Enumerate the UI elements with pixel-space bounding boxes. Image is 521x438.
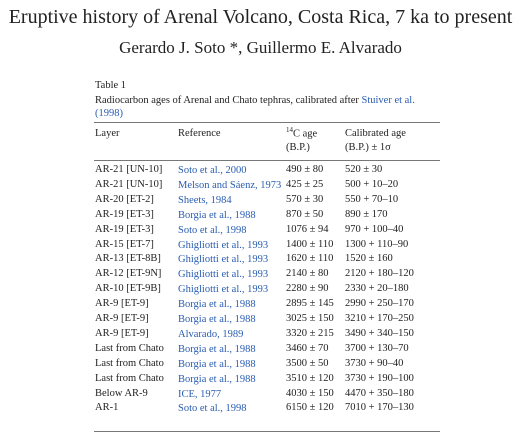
cell-c14-age: 6150 ± 120	[286, 402, 334, 414]
cell-calibrated-age: 2330 + 20–180	[345, 283, 409, 295]
cell-calibrated-age: 3730 + 90–40	[345, 357, 404, 369]
caption-text: Radiocarbon ages of Arenal and Chato tep…	[95, 95, 362, 106]
cell-reference[interactable]: Borgia et al., 1988	[178, 314, 256, 325]
cell-c14-age: 490 ± 80	[286, 164, 324, 175]
header-calibrated: Calibrated age	[345, 128, 406, 139]
header-reference: Reference	[178, 128, 221, 139]
cell-calibrated-age: 1520 ± 160	[345, 253, 393, 265]
rule	[94, 431, 440, 432]
cell-calibrated-age: 890 ± 170	[345, 208, 388, 220]
cell-calibrated-age: 4470 + 350–180	[345, 387, 414, 399]
cell-calibrated-age: 2990 + 250–170	[345, 298, 414, 310]
cell-layer: AR-10 [ET-9B]	[95, 283, 161, 295]
cell-calibrated-age: 1300 + 110–90	[345, 238, 409, 250]
cell-reference[interactable]: Ghigliotti et al., 1993	[178, 284, 269, 296]
cell-layer: AR-9 [ET-9]	[95, 313, 149, 324]
authors: Gerardo J. Soto *, Guillermo E. Alvarado	[119, 38, 402, 57]
cell-c14-age: 3460 ± 70	[286, 342, 329, 354]
header-c14-sup: 14	[286, 126, 293, 134]
cell-c14-age: 570 ± 30	[286, 193, 324, 205]
cell-layer: AR-13 [ET-8B]	[95, 253, 161, 265]
cell-calibrated-age: 3210 + 170–250	[345, 313, 414, 324]
header-calibrated-unit: (B.P.) ± 1σ	[345, 142, 391, 153]
cell-reference[interactable]: Ghigliotti et al., 1993	[178, 269, 269, 281]
header-c14-unit: (B.P.)	[286, 142, 310, 153]
cell-reference[interactable]: Alvarado, 1989	[178, 328, 244, 340]
cell-calibrated-age: 500 + 10–20	[345, 178, 399, 190]
cell-reference[interactable]: Borgia et al., 1988	[178, 343, 256, 355]
cell-calibrated-age: 970 + 100–40	[345, 223, 404, 235]
cell-reference[interactable]: Melson and Sáenz, 1973	[178, 179, 282, 191]
cell-reference[interactable]: Sheets, 1984	[178, 194, 232, 206]
cell-c14-age: 2140 ± 80	[286, 268, 329, 280]
cell-layer: Last from Chato	[95, 357, 164, 369]
cell-c14-age: 1076 ± 94	[286, 223, 329, 235]
cell-layer: AR-1	[95, 402, 119, 414]
rule	[94, 122, 440, 123]
cell-layer: AR-21 [UN-10]	[95, 164, 163, 175]
table-label: Table 1	[95, 80, 127, 91]
rule	[94, 160, 440, 161]
cell-calibrated-age: 3700 + 130–70	[345, 342, 409, 354]
cell-c14-age: 870 ± 50	[286, 208, 324, 220]
cell-calibrated-age: 2120 + 180–120	[345, 268, 414, 280]
cell-c14-age: 3025 ± 150	[286, 313, 334, 324]
cell-calibrated-age: 3730 + 190–100	[345, 372, 414, 384]
cell-c14-age: 425 ± 25	[286, 178, 324, 190]
cell-reference[interactable]: Borgia et al., 1988	[178, 358, 256, 370]
cell-reference[interactable]: Ghigliotti et al., 1993	[178, 254, 269, 266]
cell-c14-age: 1400 ± 110	[286, 238, 334, 250]
cell-c14-age: 3510 ± 120	[286, 372, 334, 384]
cell-reference[interactable]: Soto et al., 1998	[178, 224, 247, 236]
cell-reference[interactable]: Borgia et al., 1988	[178, 209, 256, 221]
cell-c14-age: 3500 ± 50	[286, 357, 329, 369]
cell-layer: Below AR-9	[95, 387, 148, 399]
cell-layer: AR-9 [ET-9]	[95, 298, 149, 310]
cell-layer: AR-19 [ET-3]	[95, 208, 154, 220]
cell-layer: AR-20 [ET-2]	[95, 193, 154, 205]
cell-layer: AR-15 [ET-7]	[95, 238, 154, 250]
cell-layer: AR-9 [ET-9]	[95, 327, 149, 339]
cell-layer: AR-12 [ET-9N]	[95, 268, 162, 280]
cell-reference[interactable]: Soto et al., 2000	[178, 165, 247, 176]
cell-calibrated-age: 3490 + 340–150	[345, 327, 414, 339]
cell-layer: Last from Chato	[95, 342, 164, 354]
cell-reference[interactable]: Soto et al., 1998	[178, 403, 247, 415]
cell-calibrated-age: 7010 + 170–130	[345, 402, 414, 414]
cell-c14-age: 3320 ± 215	[286, 327, 334, 339]
cell-calibrated-age: 550 + 70–10	[345, 193, 399, 205]
cell-c14-age: 1620 ± 110	[286, 253, 334, 265]
table-caption: Radiocarbon ages of Arenal and Chato tep…	[95, 94, 440, 120]
cell-c14-age: 2895 ± 145	[286, 298, 334, 310]
header-layer: Layer	[95, 128, 120, 139]
cell-reference[interactable]: Borgia et al., 1988	[178, 299, 256, 311]
cell-layer: Last from Chato	[95, 372, 164, 384]
cell-c14-age: 2280 ± 90	[286, 283, 329, 295]
cell-c14-age: 4030 ± 150	[286, 387, 334, 399]
cell-layer: AR-21 [UN-10]	[95, 178, 163, 190]
cell-reference[interactable]: Ghigliotti et al., 1993	[178, 239, 269, 251]
caption-link[interactable]: Stuiver et al. (1998)	[95, 95, 415, 119]
cell-layer: AR-19 [ET-3]	[95, 223, 154, 235]
cell-calibrated-age: 520 ± 30	[345, 164, 383, 175]
cell-reference[interactable]: Borgia et al., 1988	[178, 373, 256, 385]
header-c14: 14C age	[286, 126, 317, 140]
cell-reference[interactable]: ICE, 1977	[178, 388, 222, 400]
title: Eruptive history of Arenal Volcano, Cost…	[8, 6, 513, 28]
header-c14-text: C age	[293, 128, 318, 140]
